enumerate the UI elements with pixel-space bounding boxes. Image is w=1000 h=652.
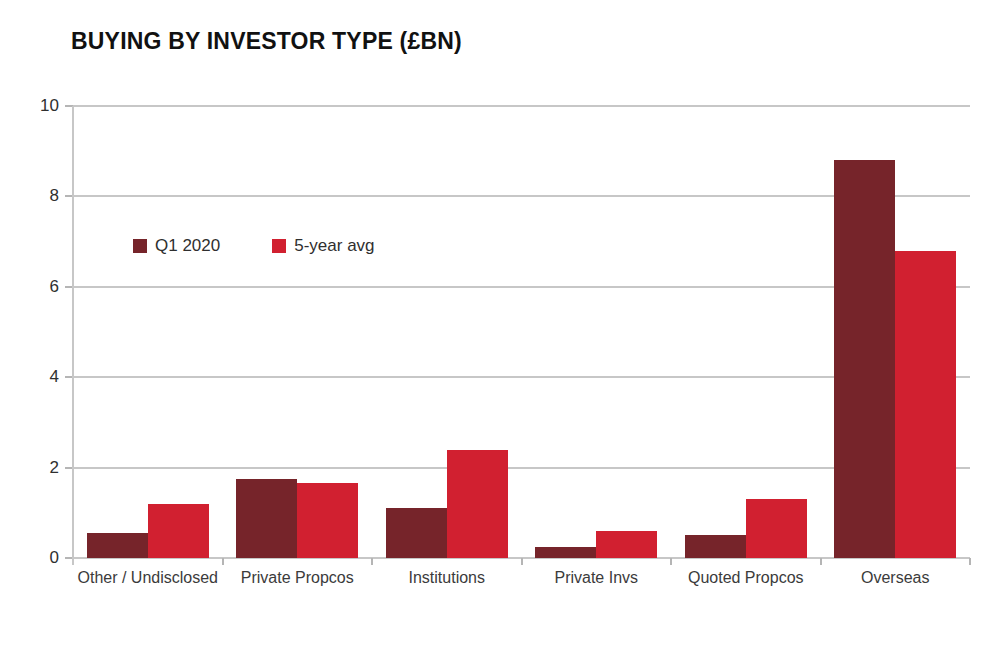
bar-series-0-cat-0 [87,533,148,558]
x-axis-tick-1 [222,558,224,565]
x-axis-label-1: Private Propcos [223,568,373,588]
bar-series-0-cat-2 [386,508,447,558]
x-axis-label-0: Other / Undisclosed [73,568,223,588]
bar-series-0-cat-3 [535,547,596,558]
chart-title: BUYING BY INVESTOR TYPE (£BN) [71,28,462,55]
bar-series-1-cat-4 [746,499,807,558]
x-axis-label-5: Overseas [821,568,971,588]
bar-series-1-cat-5 [895,251,956,558]
x-axis-tick-6 [969,558,971,565]
x-axis-label-2: Institutions [372,568,522,588]
bar-series-0-cat-4 [685,535,746,558]
x-axis-label-3: Private Invs [522,568,672,588]
y-axis-label-2: 2 [17,459,59,477]
bar-series-1-cat-1 [297,483,358,558]
legend-swatch-5-year-avg-icon [272,239,286,253]
y-axis-label-4: 4 [17,368,59,386]
bar-series-1-cat-3 [596,531,657,558]
x-axis-tick-2 [371,558,373,565]
x-axis-tick-5 [820,558,822,565]
y-axis-label-0: 0 [17,549,59,567]
x-axis-tick-4 [670,558,672,565]
legend-label-5-year-avg: 5-year avg [294,236,374,256]
legend-item-q1-2020: Q1 2020 [133,236,220,256]
bar-series-0-cat-1 [236,479,297,558]
legend-swatch-q1-2020-icon [133,239,147,253]
bar-series-1-cat-2 [447,450,508,558]
x-axis-label-4: Quoted Propcos [671,568,821,588]
gridline-10 [73,105,970,107]
bar-series-0-cat-5 [834,160,895,558]
x-axis-tick-3 [521,558,523,565]
bar-series-1-cat-0 [148,504,209,558]
chart-legend: Q1 2020 5-year avg [133,236,375,256]
legend-item-5-year-avg: 5-year avg [272,236,374,256]
y-axis-label-10: 10 [17,97,59,115]
y-axis-label-6: 6 [17,278,59,296]
y-axis-line [72,106,74,565]
bar-chart: BUYING BY INVESTOR TYPE (£BN) 0 2 4 6 8 10 Ot… [0,0,1000,652]
legend-label-q1-2020: Q1 2020 [155,236,220,256]
y-axis-label-8: 8 [17,187,59,205]
